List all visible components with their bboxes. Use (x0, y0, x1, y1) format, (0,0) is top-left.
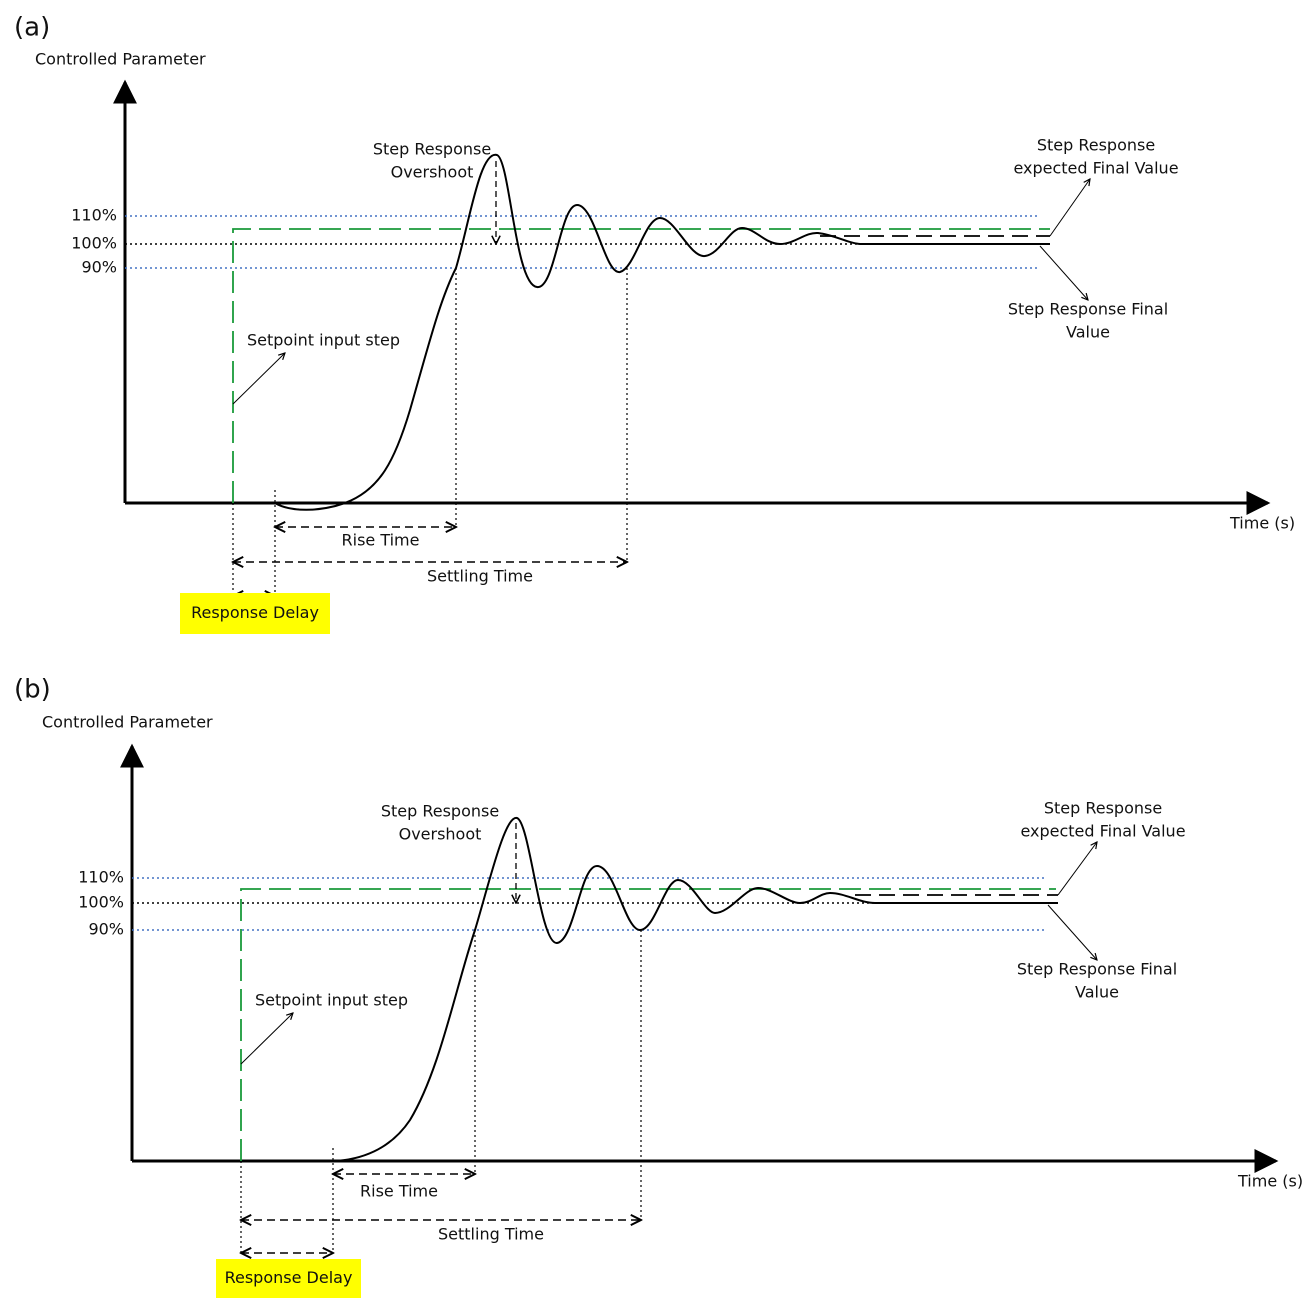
settling-time-label: Settling Time (427, 567, 533, 586)
x-axis-label: Time (s) (1237, 1172, 1303, 1191)
pointer (1039, 245, 1088, 300)
overshoot-label: Overshoot (391, 163, 474, 182)
overshoot-label: Overshoot (399, 825, 482, 844)
y-axis-label: Controlled Parameter (42, 713, 213, 732)
step-response (274, 153, 1050, 511)
setpoint-label: Setpoint input step (247, 331, 400, 350)
overshoot-label: Step Response (373, 140, 491, 159)
rise-time-label: Rise Time (342, 531, 420, 550)
final-value-label: Step Response Final (1017, 960, 1177, 979)
pointer (1047, 904, 1097, 960)
step-response (332, 817, 1058, 1162)
setpoint-label: Setpoint input step (255, 991, 408, 1010)
response-delay-label: Response Delay (225, 1268, 353, 1287)
final-value-label: Value (1066, 323, 1110, 342)
level-label: 110% (78, 868, 124, 887)
rise-time-label: Rise Time (360, 1182, 438, 1201)
expected-final-label: expected Final Value (1020, 822, 1185, 841)
settling-time-label: Settling Time (438, 1225, 544, 1244)
level-label: 110% (71, 206, 117, 225)
level-label: 90% (81, 258, 117, 277)
pointer (232, 353, 285, 405)
final-value-label: Value (1075, 983, 1119, 1002)
x-axis-label: Time (s) (1229, 514, 1295, 533)
pointer (1057, 842, 1097, 896)
level-label: 100% (78, 893, 124, 912)
pointer (1049, 179, 1090, 237)
expected-final-label: Step Response (1037, 136, 1155, 155)
delay-highlight (180, 593, 330, 634)
expected-final-label: expected Final Value (1013, 159, 1178, 178)
response-delay-label: Response Delay (191, 603, 319, 622)
delay-highlight (216, 1259, 361, 1298)
setpoint-step (232, 228, 1050, 503)
setpoint-step (240, 888, 1056, 1161)
y-axis-label: Controlled Parameter (35, 50, 206, 69)
panel-label: (a) (14, 13, 50, 43)
level-label: 100% (71, 234, 117, 253)
final-value-label: Step Response Final (1008, 300, 1168, 319)
overshoot-label: Step Response (381, 802, 499, 821)
level-label: 90% (88, 920, 124, 939)
expected-final-label: Step Response (1044, 799, 1162, 818)
pointer (240, 1013, 293, 1065)
panel-label: (b) (14, 675, 51, 705)
